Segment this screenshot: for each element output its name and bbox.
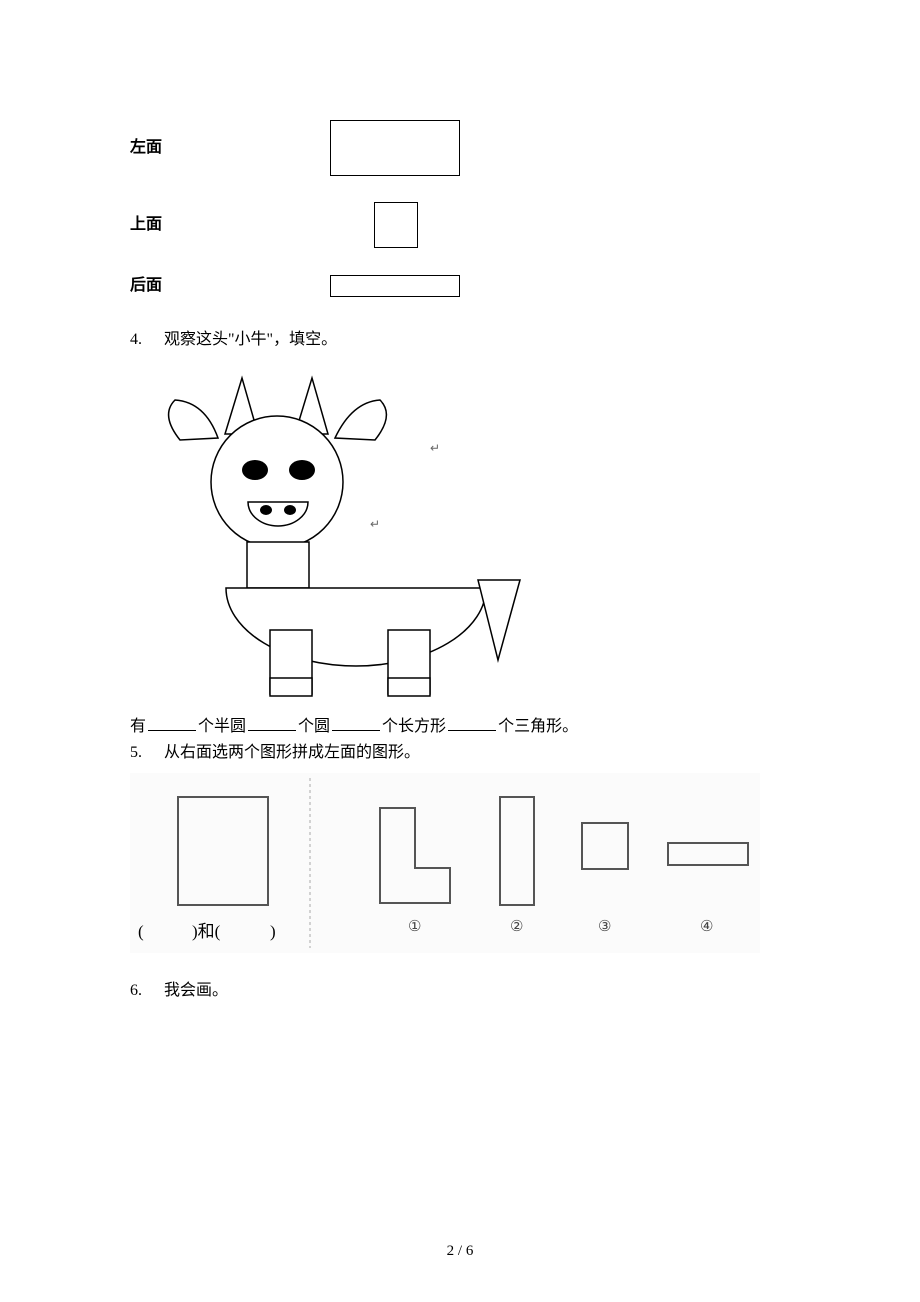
view-shape-top (374, 202, 418, 248)
blank-rectangle[interactable] (332, 714, 380, 731)
view-shape-left (330, 120, 460, 176)
svg-text:(: ( (138, 922, 144, 941)
q4-fill-line: 有 个半圆 个圆 个长方形 个三角形。 (130, 714, 790, 739)
view-row-left: 左面 (130, 120, 790, 176)
page: 左面 上面 后面 4. 观察这头"小牛"，填空。 (0, 0, 920, 1302)
svg-text:①: ① (408, 919, 421, 935)
lbl-semicircle: 个半圆 (198, 718, 246, 735)
svg-text:)和(: )和( (192, 922, 221, 941)
q4-fill-prefix: 有 (130, 718, 146, 735)
question-5: 5. 从右面选两个图形拼成左面的图形。 (130, 741, 790, 765)
question-4: 4. 观察这头"小牛"，填空。 (130, 328, 790, 352)
svg-text:④: ④ (700, 919, 713, 935)
q5-figure: ( )和( ) ① ② ③ ④ (130, 773, 790, 961)
cow-diagram: ↵ ↵ (130, 360, 790, 708)
blank-semicircle[interactable] (148, 714, 196, 731)
page-footer: 2 / 6 (0, 1240, 920, 1263)
svg-text:↵: ↵ (430, 441, 440, 455)
q4-prompt: 观察这头"小牛"，填空。 (164, 331, 337, 348)
svg-text:↵: ↵ (370, 517, 380, 531)
cow-svg: ↵ ↵ (130, 360, 530, 700)
view-label-left: 左面 (130, 136, 330, 160)
svg-text:③: ③ (598, 919, 611, 935)
view-row-top: 上面 (130, 202, 790, 248)
lbl-circle: 个圆 (298, 718, 330, 735)
q5-prompt: 从右面选两个图形拼成左面的图形。 (164, 744, 420, 761)
lbl-rectangle: 个长方形 (382, 718, 446, 735)
view-label-back: 后面 (130, 274, 330, 298)
q5-number: 5. (130, 741, 160, 765)
blank-triangle[interactable] (448, 714, 496, 731)
view-shape-back (330, 275, 460, 297)
q6-prompt: 我会画。 (164, 982, 228, 999)
view-label-top: 上面 (130, 213, 330, 237)
q6-number: 6. (130, 979, 160, 1003)
blank-circle[interactable] (248, 714, 296, 731)
view-row-back: 后面 (130, 274, 790, 298)
svg-text:): ) (270, 922, 276, 941)
q5-svg: ( )和( ) ① ② ③ ④ (130, 773, 760, 953)
svg-text:②: ② (510, 919, 523, 935)
q4-number: 4. (130, 328, 160, 352)
lbl-triangle: 个三角形。 (498, 718, 578, 735)
question-6: 6. 我会画。 (130, 979, 790, 1003)
